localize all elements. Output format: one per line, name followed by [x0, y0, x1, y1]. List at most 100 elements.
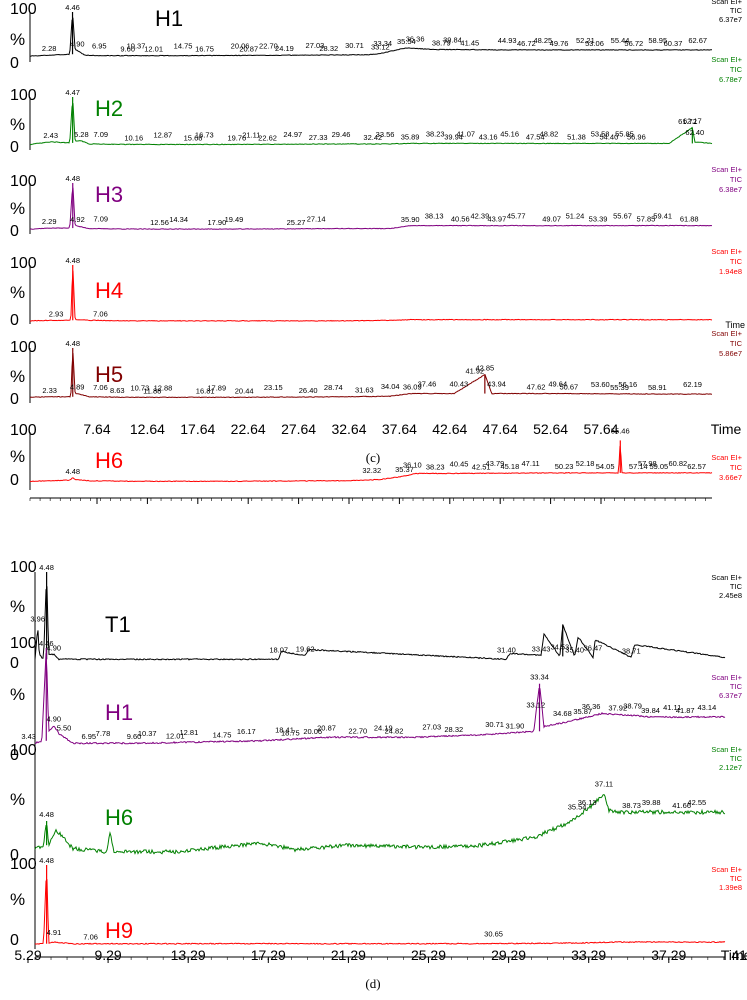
peak-label: 37.92 [608, 704, 627, 713]
intensity-label: 5.86e7 [719, 349, 742, 358]
scan-mode-label: Scan EI+ [711, 165, 742, 174]
peak-label: 4.89 [70, 383, 85, 392]
y-max-label: 100 [10, 559, 37, 576]
peak-label: 40.43 [449, 380, 468, 389]
peak-label: 48.25 [533, 36, 552, 45]
peak-label: 43.97 [487, 215, 506, 224]
peak-label: 4.48 [39, 810, 54, 819]
peak-label: 62.40 [685, 128, 704, 137]
trace-h2 [30, 102, 713, 146]
y-min-label: 0 [10, 55, 19, 72]
peak-label: 20.87 [317, 723, 336, 732]
peak-label: 30.71 [345, 41, 364, 50]
peak-label: 50.23 [555, 462, 574, 471]
peak-label: 40.56 [451, 215, 470, 224]
y-min-label: 0 [10, 223, 19, 240]
y-max-label: 100 [10, 1, 37, 18]
peak-label: 36.13 [578, 798, 597, 807]
peak-label: 4.46 [39, 639, 54, 648]
peak-label: 5.50 [57, 723, 72, 732]
peak-label: 30.71 [485, 720, 504, 729]
y-unit-label: % [10, 890, 25, 909]
peak-label: 19.62 [296, 644, 315, 653]
peak-label: 3.43 [21, 732, 36, 741]
y-unit-label: % [10, 30, 25, 49]
scan-mode-label: Scan EI+ [711, 247, 742, 256]
peak-label: 55.46 [611, 426, 630, 435]
peak-label: 9.60 [120, 45, 135, 54]
y-max-label: 100 [10, 742, 37, 759]
peak-label: 35.87 [573, 707, 592, 716]
x-tick-label: 27.64 [281, 421, 316, 437]
peak-label: 53.39 [589, 215, 608, 224]
intensity-label: 1.39e8 [719, 883, 742, 892]
intensity-label: 3.66e7 [719, 473, 742, 482]
peak-label: 33.34 [373, 39, 392, 48]
x-axis-title: Time [711, 421, 742, 437]
peak-label: 61.88 [680, 215, 699, 224]
tic-label: TIC [730, 6, 743, 15]
y-unit-label: % [10, 199, 25, 218]
peak-label: 62.57 [687, 462, 706, 471]
peak-label: 24.82 [385, 726, 404, 735]
peak-label: 31.40 [497, 645, 516, 654]
x-tick-label: 25.29 [411, 947, 446, 963]
peak-label: 36.10 [403, 460, 422, 469]
peak-label: 2.29 [42, 217, 57, 226]
peak-label: 41.11 [663, 703, 681, 712]
y-min-label: 0 [10, 932, 19, 949]
peak-label: 59.05 [649, 462, 668, 471]
peak-label: 42.55 [687, 798, 706, 807]
peak-label: 14.34 [169, 215, 188, 224]
panel-label: H2 [95, 96, 123, 121]
peak-label: 7.09 [93, 130, 108, 139]
peak-label: 44.93 [498, 36, 517, 45]
peak-label: 49.07 [542, 215, 561, 224]
peak-label: 12.56 [150, 218, 169, 227]
peak-label: 24.19 [374, 723, 393, 732]
peak-label: 3.96 [30, 614, 45, 623]
peak-label: 54.40 [600, 132, 619, 141]
scan-mode-label: Scan EI+ [711, 573, 742, 582]
panel-label: H6 [105, 805, 133, 830]
y-max-label: 100 [10, 635, 37, 652]
trace-h1 [34, 653, 726, 745]
peak-label: 42.39 [471, 212, 490, 221]
x-tick-label: 17.64 [180, 421, 215, 437]
peak-label: 22.70 [348, 726, 367, 735]
peak-label: 9.60 [127, 732, 142, 741]
peak-label: 38.71 [622, 646, 641, 655]
x-tick-label: 9.29 [94, 947, 121, 963]
peak-label: 4.91 [47, 928, 62, 937]
peak-label: 45.77 [507, 212, 526, 221]
peak-label: 33.34 [530, 673, 549, 682]
peak-label: 24.19 [275, 44, 294, 53]
peak-label: 41.45 [460, 39, 479, 48]
peak-label: 18.41 [275, 726, 294, 735]
trace-h3 [29, 187, 712, 230]
peak-label: 14.75 [213, 731, 232, 740]
x-tick-label: 29.29 [491, 947, 526, 963]
peak-label: 19.76 [227, 133, 246, 142]
peak-label: 33.12 [526, 701, 545, 710]
peak-label: 20.06 [303, 727, 322, 736]
peak-label: 7.06 [83, 933, 98, 942]
tic-label: TIC [730, 874, 743, 883]
x-tick-label: 57.64 [583, 421, 618, 437]
trace-h5 [29, 352, 713, 399]
peak-label: 49.76 [550, 39, 569, 48]
y-min-label: 0 [10, 391, 19, 408]
y-max-label: 100 [10, 87, 37, 104]
scan-mode-label: Scan EI+ [711, 453, 742, 462]
tic-label: TIC [730, 257, 743, 266]
peak-label: 53.58 [591, 129, 610, 138]
x-tick-label: 12.64 [130, 421, 165, 437]
peak-label: 50.67 [559, 383, 578, 392]
peak-label: 55.44 [611, 36, 630, 45]
peak-label: 55.39 [610, 383, 629, 392]
peak-label: 36.36 [582, 702, 601, 711]
peak-label: 11.88 [143, 386, 161, 395]
x-tick-label: 5.29 [14, 947, 41, 963]
peak-label: 35.90 [401, 215, 420, 224]
peak-label: 62.19 [683, 380, 702, 389]
